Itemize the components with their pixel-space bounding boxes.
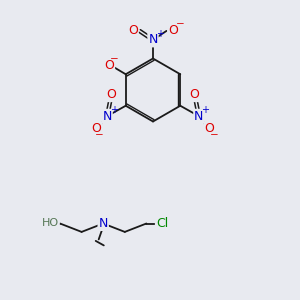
Text: −: − [110,54,119,64]
Text: N: N [102,110,112,123]
Text: N: N [148,33,158,46]
Text: O: O [128,24,138,38]
Text: O: O [92,122,102,135]
Text: −: − [209,130,218,140]
Text: +: + [110,105,118,115]
Text: Cl: Cl [156,217,168,230]
Text: +: + [202,105,209,115]
Text: HO: HO [42,218,59,229]
Text: −: − [176,19,184,29]
Text: N: N [98,217,108,230]
Text: O: O [168,24,178,38]
Text: +: + [156,29,164,39]
Text: O: O [104,59,114,72]
Text: −: − [95,130,104,140]
Text: O: O [204,122,214,135]
Text: O: O [107,88,117,101]
Text: N: N [194,110,204,123]
Text: O: O [189,88,199,101]
